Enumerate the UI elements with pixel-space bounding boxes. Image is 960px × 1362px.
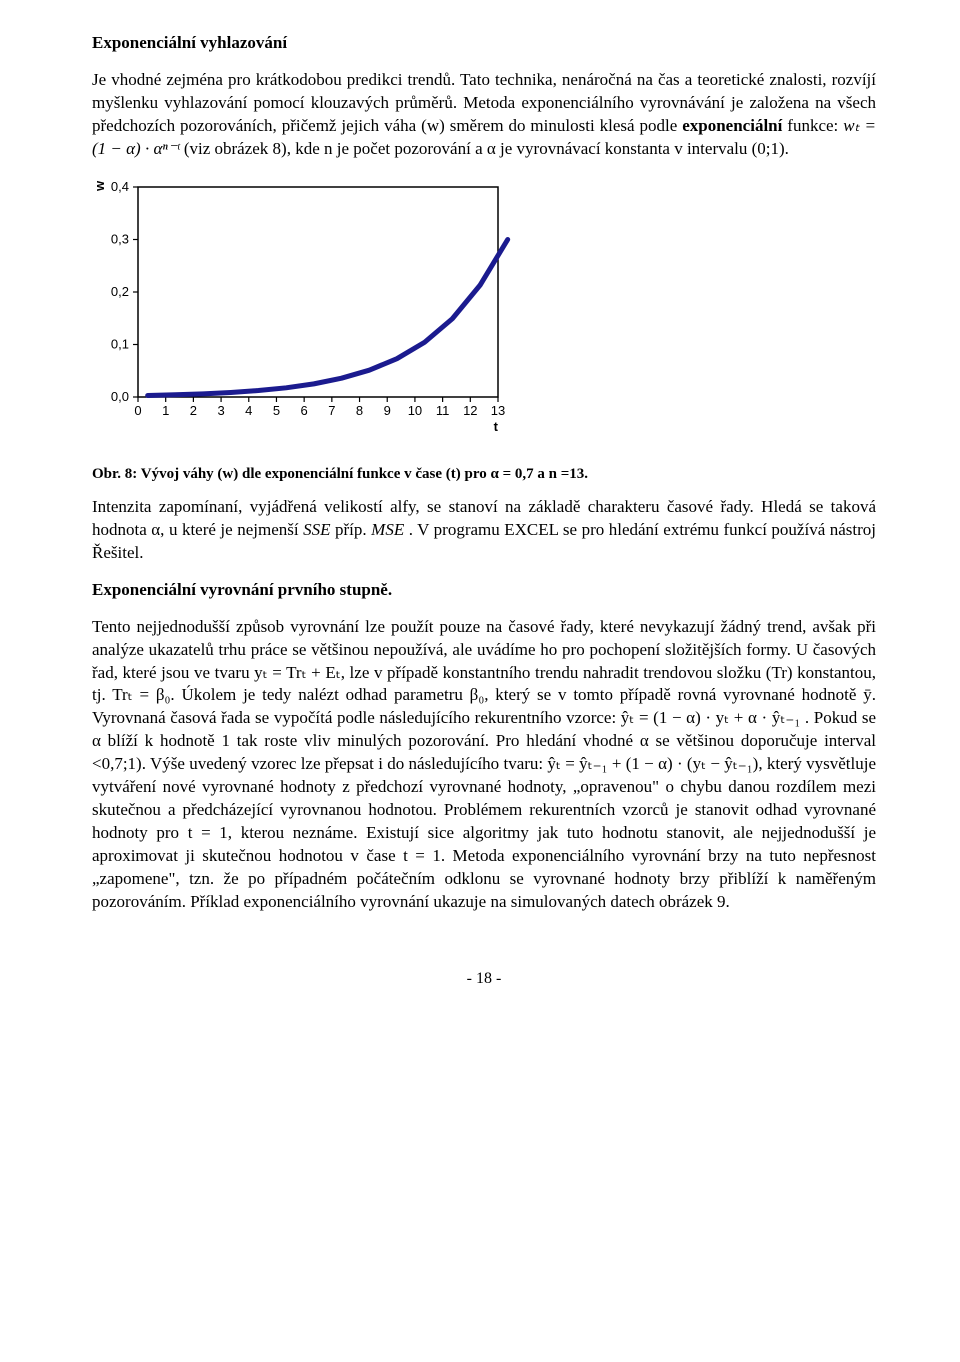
exp-weight-chart: 0,00,10,20,30,4012345678910111213wt — [92, 177, 876, 454]
svg-text:10: 10 — [408, 403, 422, 418]
p1-bold: exponenciální — [682, 116, 782, 135]
p2c: příp. — [335, 520, 371, 539]
p2d: MSE — [371, 520, 404, 539]
p1-text-c: funkce: — [787, 116, 843, 135]
paragraph-3: Tento nejjednodušší způsob vyrovnání lze… — [92, 616, 876, 914]
svg-text:0,0: 0,0 — [111, 389, 129, 404]
svg-text:12: 12 — [463, 403, 477, 418]
svg-text:7: 7 — [328, 403, 335, 418]
svg-text:0: 0 — [134, 403, 141, 418]
svg-text:t: t — [494, 419, 499, 434]
figure-caption: Obr. 8: Vývoj váhy (w) dle exponenciální… — [92, 464, 876, 484]
page-number: - 18 - — [92, 928, 876, 990]
svg-text:0,4: 0,4 — [111, 179, 129, 194]
svg-text:2: 2 — [190, 403, 197, 418]
svg-text:6: 6 — [301, 403, 308, 418]
svg-text:5: 5 — [273, 403, 280, 418]
svg-text:13: 13 — [491, 403, 505, 418]
svg-text:4: 4 — [245, 403, 252, 418]
svg-text:11: 11 — [436, 403, 450, 418]
paragraph-2: Intenzita zapomínaní, vyjádřená velikost… — [92, 496, 876, 565]
svg-text:8: 8 — [356, 403, 363, 418]
svg-text:0,2: 0,2 — [111, 284, 129, 299]
svg-text:3: 3 — [217, 403, 224, 418]
section-title-1: Exponenciální vyhlazování — [92, 32, 876, 55]
svg-text:0,3: 0,3 — [111, 231, 129, 246]
section-title-2: Exponenciální vyrovnání prvního stupně. — [92, 579, 876, 602]
paragraph-1: Je vhodné zejména pro krátkodobou predik… — [92, 69, 876, 161]
svg-text:w: w — [92, 180, 107, 192]
svg-text:0,1: 0,1 — [111, 336, 129, 351]
svg-text:9: 9 — [384, 403, 391, 418]
svg-text:1: 1 — [162, 403, 169, 418]
p2b: SSE — [303, 520, 330, 539]
p1-text-d: (viz obrázek 8), kde n je počet pozorová… — [184, 139, 789, 158]
chart-svg: 0,00,10,20,30,4012345678910111213wt — [92, 177, 532, 447]
